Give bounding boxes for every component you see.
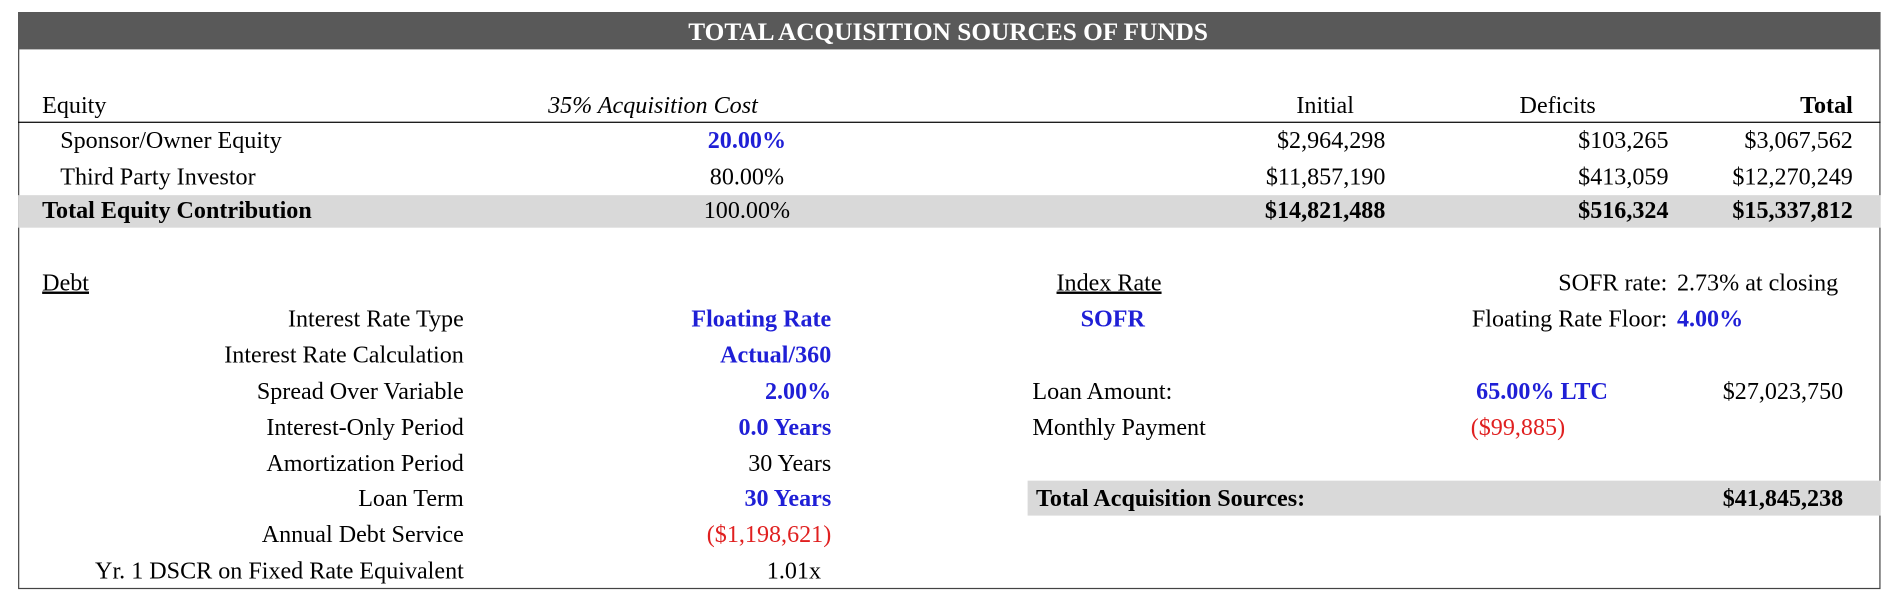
row-label: Spread Over Variable (256, 378, 464, 405)
section-label: Debt (42, 269, 90, 297)
label: Monthly Payment (1032, 414, 1206, 441)
row-label: Interest Rate Type (287, 305, 464, 333)
cell: $3,067,562 (1744, 127, 1853, 155)
cell: 2.00% (764, 378, 832, 405)
row-label: Interest Rate Calculation (224, 342, 464, 369)
label: Total Acquisition Sources: (1036, 485, 1306, 512)
cell: 100.00% (703, 197, 791, 225)
column-header: Deficits (1519, 92, 1596, 120)
cell: $11,857,190 (1265, 163, 1386, 191)
cell: ($1,198,621) (706, 521, 832, 549)
value: ($99,885) (1470, 414, 1566, 441)
rule (18, 121, 1881, 123)
row-label: Total Equity Contribution (42, 197, 312, 225)
title: TOTAL ACQUISITION SOURCES OF FUNDS (688, 16, 1208, 46)
column-header: Total (1800, 92, 1853, 120)
label: Loan Amount: (1032, 378, 1173, 405)
label: Floating Rate Floor: (1471, 305, 1668, 333)
cell: Actual/360 (720, 342, 832, 369)
section-label: Equity (42, 92, 107, 120)
value: $41,845,238 (1722, 485, 1844, 512)
header-bar (18, 12, 1881, 50)
row-label: Interest-Only Period (266, 414, 464, 441)
cell: $14,821,488 (1264, 197, 1386, 225)
value: 65.00% LTC (1476, 378, 1608, 405)
row-label: Amortization Period (266, 450, 464, 478)
cell: 1.01x (766, 557, 822, 585)
cell: 0.0 Years (738, 414, 832, 441)
value: 4.00% (1676, 305, 1744, 333)
cell: 30 Years (744, 485, 832, 512)
cell: $413,059 (1578, 163, 1669, 191)
cell: 80.00% (709, 163, 785, 191)
row-label: Third Party Investor (60, 163, 256, 191)
total-band (18, 195, 1881, 228)
row-label: Annual Debt Service (261, 521, 464, 549)
row-label: Loan Term (358, 485, 464, 512)
cell: $2,964,298 (1276, 127, 1386, 155)
cell: $103,265 (1578, 127, 1669, 155)
cell: $15,337,812 (1732, 197, 1853, 225)
column-header: Initial (1296, 92, 1354, 120)
value: $27,023,750 (1722, 378, 1844, 405)
cell: 30 Years (748, 450, 832, 478)
row-label: Sponsor/Owner Equity (60, 127, 282, 155)
cell: $12,270,249 (1732, 163, 1853, 191)
column-header: 35% Acquisition Cost (548, 92, 758, 120)
row-label: Yr. 1 DSCR on Fixed Rate Equivalent (95, 557, 464, 585)
label: SOFR rate: (1558, 269, 1668, 297)
total-band (1027, 480, 1881, 516)
cell: 20.00% (707, 127, 787, 155)
value: 2.73% at closing (1676, 269, 1839, 297)
section-label: Index Rate (1056, 269, 1162, 297)
cell: $516,324 (1578, 197, 1669, 225)
value: SOFR (1080, 305, 1145, 333)
cell: Floating Rate (691, 305, 832, 333)
